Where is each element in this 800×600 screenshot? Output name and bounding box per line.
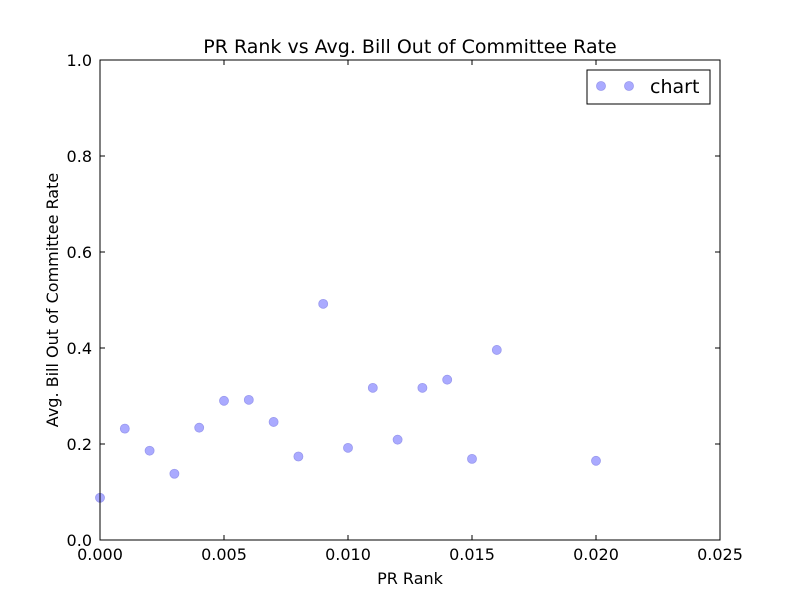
data-point xyxy=(194,422,205,433)
data-point xyxy=(491,345,502,355)
x-tick-label: 0.020 xyxy=(573,545,619,564)
data-points xyxy=(95,298,601,503)
legend-marker xyxy=(596,81,606,91)
data-point xyxy=(392,434,403,445)
x-tick-label: 0.000 xyxy=(77,545,123,564)
data-point xyxy=(119,423,130,434)
x-tick-labels: 0.000 0.005 0.010 0.015 0.020 0.025 xyxy=(77,545,743,564)
plot-frame xyxy=(99,59,721,541)
chart-title: PR Rank vs Avg. Bill Out of Committee Ra… xyxy=(203,36,616,58)
data-point xyxy=(442,374,453,385)
data-point xyxy=(318,298,329,309)
data-point xyxy=(343,442,353,453)
y-tick-labels: 0.0 0.2 0.4 0.6 0.8 1.0 xyxy=(67,51,92,550)
legend: chart xyxy=(586,69,711,105)
y-axis-label: Avg. Bill Out of Committee Rate xyxy=(43,173,62,427)
x-tick-label: 0.010 xyxy=(325,545,371,564)
y-tick-label: 0.4 xyxy=(67,339,92,358)
y-tick-label: 0.2 xyxy=(67,435,92,454)
y-tick-label: 0.0 xyxy=(67,531,92,550)
data-point xyxy=(293,451,304,462)
legend-box xyxy=(586,69,711,105)
x-axis-label: PR Rank xyxy=(377,569,444,588)
x-tick-label: 0.015 xyxy=(449,545,495,564)
data-point xyxy=(169,468,180,479)
data-point xyxy=(243,394,254,405)
data-point xyxy=(591,455,601,466)
x-tick-label: 0.005 xyxy=(201,545,247,564)
y-tick-label: 0.6 xyxy=(67,243,92,262)
data-point xyxy=(144,445,155,456)
x-tick-label: 0.025 xyxy=(697,545,743,564)
data-point xyxy=(219,395,229,406)
data-point xyxy=(268,417,279,427)
axis-ticks xyxy=(99,59,721,541)
data-point xyxy=(467,453,477,464)
legend-marker xyxy=(624,81,634,91)
y-tick-label: 1.0 xyxy=(67,51,92,70)
data-point xyxy=(367,382,378,393)
legend-label: chart xyxy=(650,76,699,98)
data-point xyxy=(417,382,428,393)
y-tick-label: 0.8 xyxy=(67,147,92,166)
